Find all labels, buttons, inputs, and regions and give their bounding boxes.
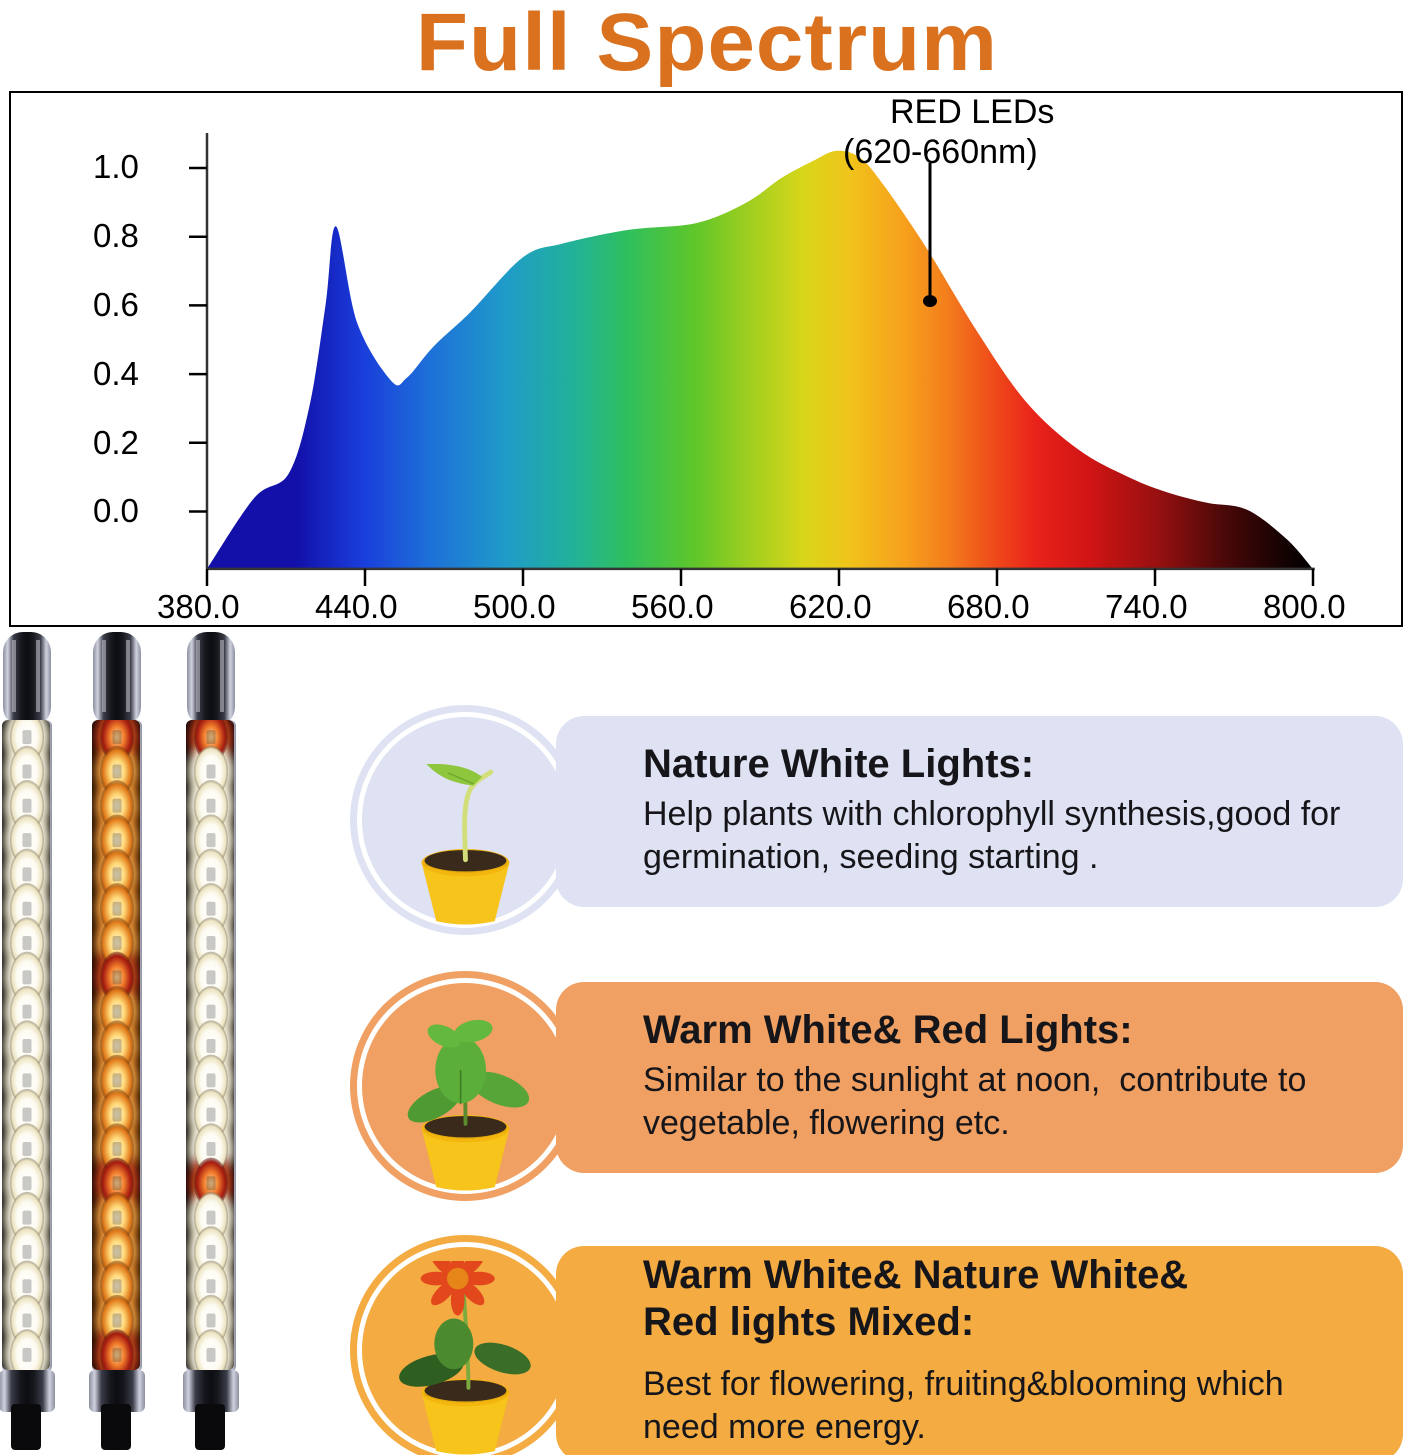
svg-text:(620-660nm): (620-660nm) (843, 133, 1038, 171)
svg-text:RED LEDs: RED LEDs (890, 93, 1054, 131)
